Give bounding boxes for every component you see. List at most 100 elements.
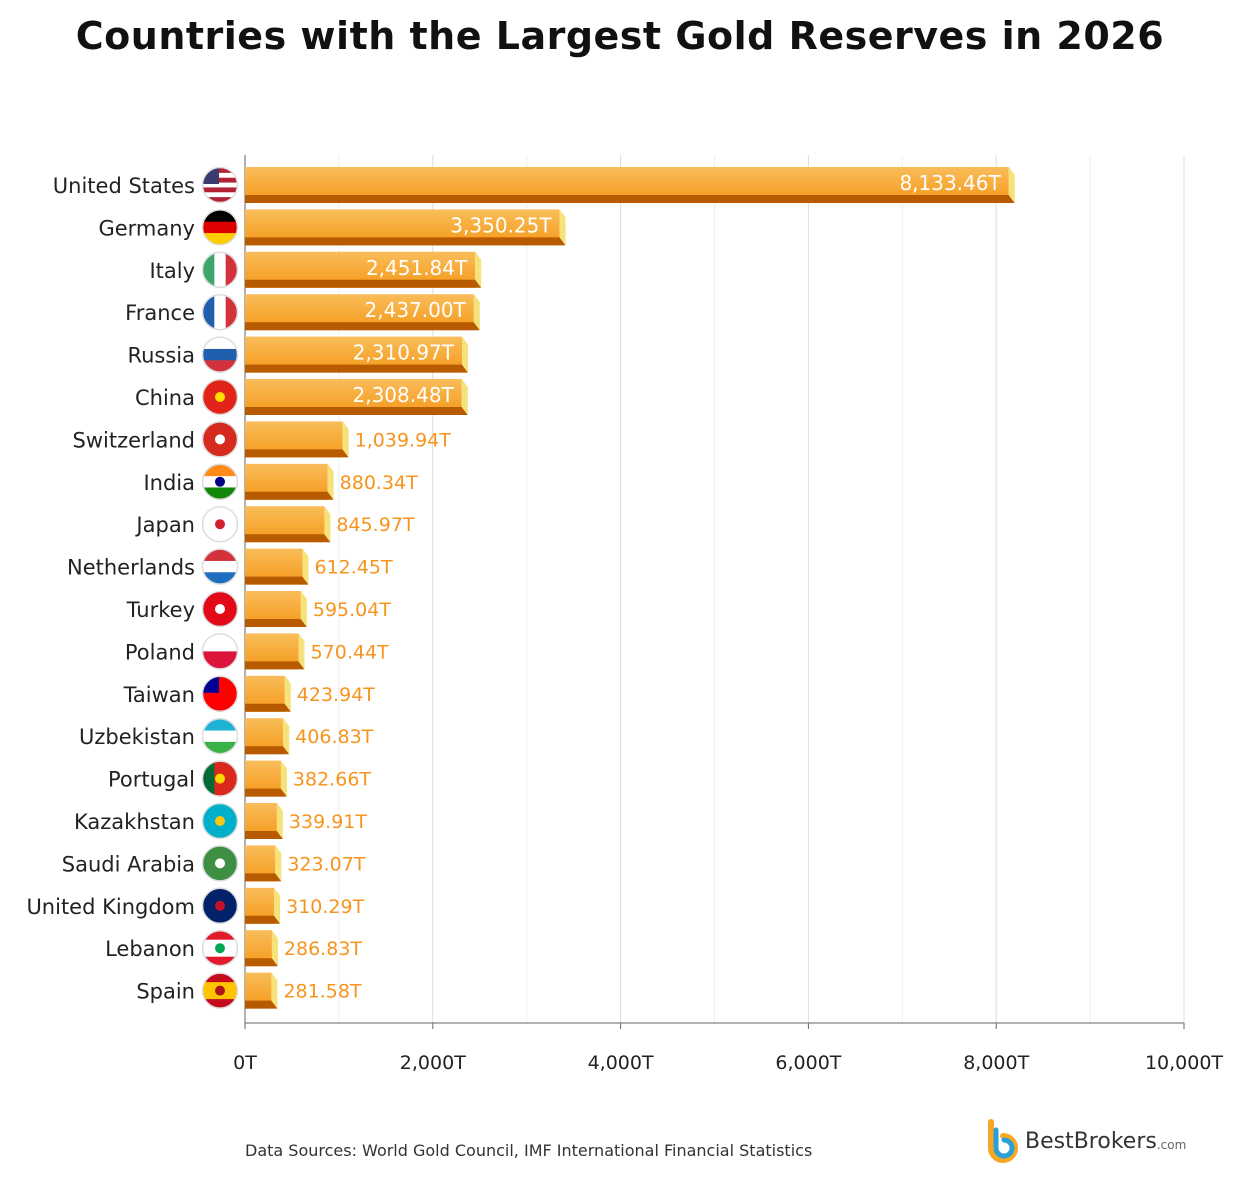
bar-cap xyxy=(300,591,307,627)
bar-shadow xyxy=(245,1000,278,1009)
bar-shadow xyxy=(245,407,468,415)
bar-shadow xyxy=(245,491,334,500)
category-label: Poland xyxy=(125,640,195,664)
data-label: 406.83T xyxy=(295,726,373,748)
flag-icon xyxy=(203,507,237,542)
category-label: Taiwan xyxy=(123,683,195,707)
data-label: 845.97T xyxy=(336,514,414,536)
data-label: 1,039.94T xyxy=(355,429,452,451)
data-label: 310.29T xyxy=(286,896,364,918)
x-tick-label: 4,000T xyxy=(588,1052,654,1074)
data-label: 339.91T xyxy=(289,811,367,833)
bar-row: Taiwan 423.94T xyxy=(123,675,375,713)
bar-row: Lebanon 286.83T xyxy=(105,929,362,967)
flag-icon xyxy=(203,846,237,881)
flag-icon xyxy=(203,295,237,330)
chart-title: Countries with the Largest Gold Reserves… xyxy=(75,14,1165,58)
bar-shadow xyxy=(245,703,291,712)
category-label: Russia xyxy=(127,344,195,368)
data-label: 382.66T xyxy=(293,769,371,791)
bar-cap xyxy=(327,463,334,500)
category-label: United Kingdom xyxy=(26,895,195,919)
bar-row: Portugal 382.66T xyxy=(108,760,371,797)
x-tick-label: 2,000T xyxy=(400,1052,466,1074)
data-label: 2,451.84T xyxy=(366,256,468,280)
flag-icon xyxy=(203,210,237,245)
data-source: Data Sources: World Gold Council, IMF In… xyxy=(245,1141,813,1160)
category-label: Turkey xyxy=(126,598,195,622)
data-label: 2,437.00T xyxy=(365,298,467,322)
bar-shadow xyxy=(245,873,282,882)
bar-row: Saudi Arabia 323.07T xyxy=(62,845,366,882)
bar-cap xyxy=(271,930,278,967)
bar-row: Uzbekistan 406.83T xyxy=(79,717,374,755)
bar-cap xyxy=(324,506,331,543)
category-label: Germany xyxy=(98,216,195,240)
bar-cap xyxy=(274,887,281,924)
data-label: 880.34T xyxy=(340,472,418,494)
bar-shadow xyxy=(245,237,566,246)
bar-row: Turkey 595.04T xyxy=(126,590,391,628)
bar-row: United Kingdom 310.29T xyxy=(26,887,365,925)
flag-icon xyxy=(203,549,237,584)
bar-cap xyxy=(302,548,309,585)
bar-cap xyxy=(475,251,482,288)
x-tick-label: 10,000T xyxy=(1145,1052,1223,1074)
bar-shadow xyxy=(245,322,480,331)
data-label: 423.94T xyxy=(297,684,375,706)
bar-cap xyxy=(275,845,282,882)
x-tick-label: 0T xyxy=(233,1052,257,1074)
category-label: Spain xyxy=(136,980,195,1004)
logo-suffix: .com xyxy=(1156,1138,1187,1152)
data-label: 595.04T xyxy=(313,599,391,621)
flag-icon xyxy=(203,168,237,202)
bar-cap xyxy=(276,803,283,839)
bar-row: Netherlands 612.45T xyxy=(67,548,393,585)
bar-shadow xyxy=(245,534,331,543)
bar-cap xyxy=(280,760,287,797)
bar-cap xyxy=(342,421,349,458)
data-label: 570.44T xyxy=(311,641,389,663)
category-label: Lebanon xyxy=(105,937,195,961)
bar-row: Switzerland 1,039.94T xyxy=(73,421,452,458)
category-label: Kazakhstan xyxy=(74,810,195,834)
bar-cap xyxy=(473,294,480,331)
data-label: 281.58T xyxy=(283,981,361,1003)
flag-icon xyxy=(203,634,237,669)
data-label: 8,133.46T xyxy=(899,171,1001,195)
category-label: Saudi Arabia xyxy=(62,852,195,876)
category-label: Italy xyxy=(149,259,195,283)
bar-shadow xyxy=(245,788,287,797)
flag-icon xyxy=(203,761,237,796)
flag-icon xyxy=(203,888,237,923)
bar-cap xyxy=(298,633,305,670)
bar-row: Kazakhstan 339.91T xyxy=(74,802,367,840)
bar-row: Germany 3,350.25T xyxy=(98,209,566,246)
bar-shadow xyxy=(245,661,305,670)
bar-row: Japan 845.97T xyxy=(134,505,415,543)
bar-shadow xyxy=(245,958,278,967)
bar-cap xyxy=(1008,167,1015,203)
flag-icon xyxy=(203,464,237,499)
x-tick-label: 6,000T xyxy=(775,1052,841,1074)
bar-cap xyxy=(283,718,290,755)
bar-row: Russia 2,310.97T xyxy=(127,336,469,373)
data-label: 2,310.97T xyxy=(353,341,455,365)
category-label: Japan xyxy=(134,513,195,537)
flag-icon xyxy=(203,337,237,372)
data-label: 612.45T xyxy=(315,557,393,579)
x-tick-label: 8,000T xyxy=(963,1052,1029,1074)
logo-icon xyxy=(988,1119,1018,1163)
bar-cap xyxy=(284,675,291,712)
bar-shadow xyxy=(245,364,469,373)
bar-cap xyxy=(461,379,468,415)
bar-shadow xyxy=(245,746,290,755)
data-label: 3,350.25T xyxy=(450,213,552,237)
bar-shadow xyxy=(245,195,1015,203)
flag-icon xyxy=(203,422,237,457)
flag-icon xyxy=(203,973,237,1008)
bar-cap xyxy=(559,209,566,246)
bar-shadow xyxy=(245,576,309,585)
